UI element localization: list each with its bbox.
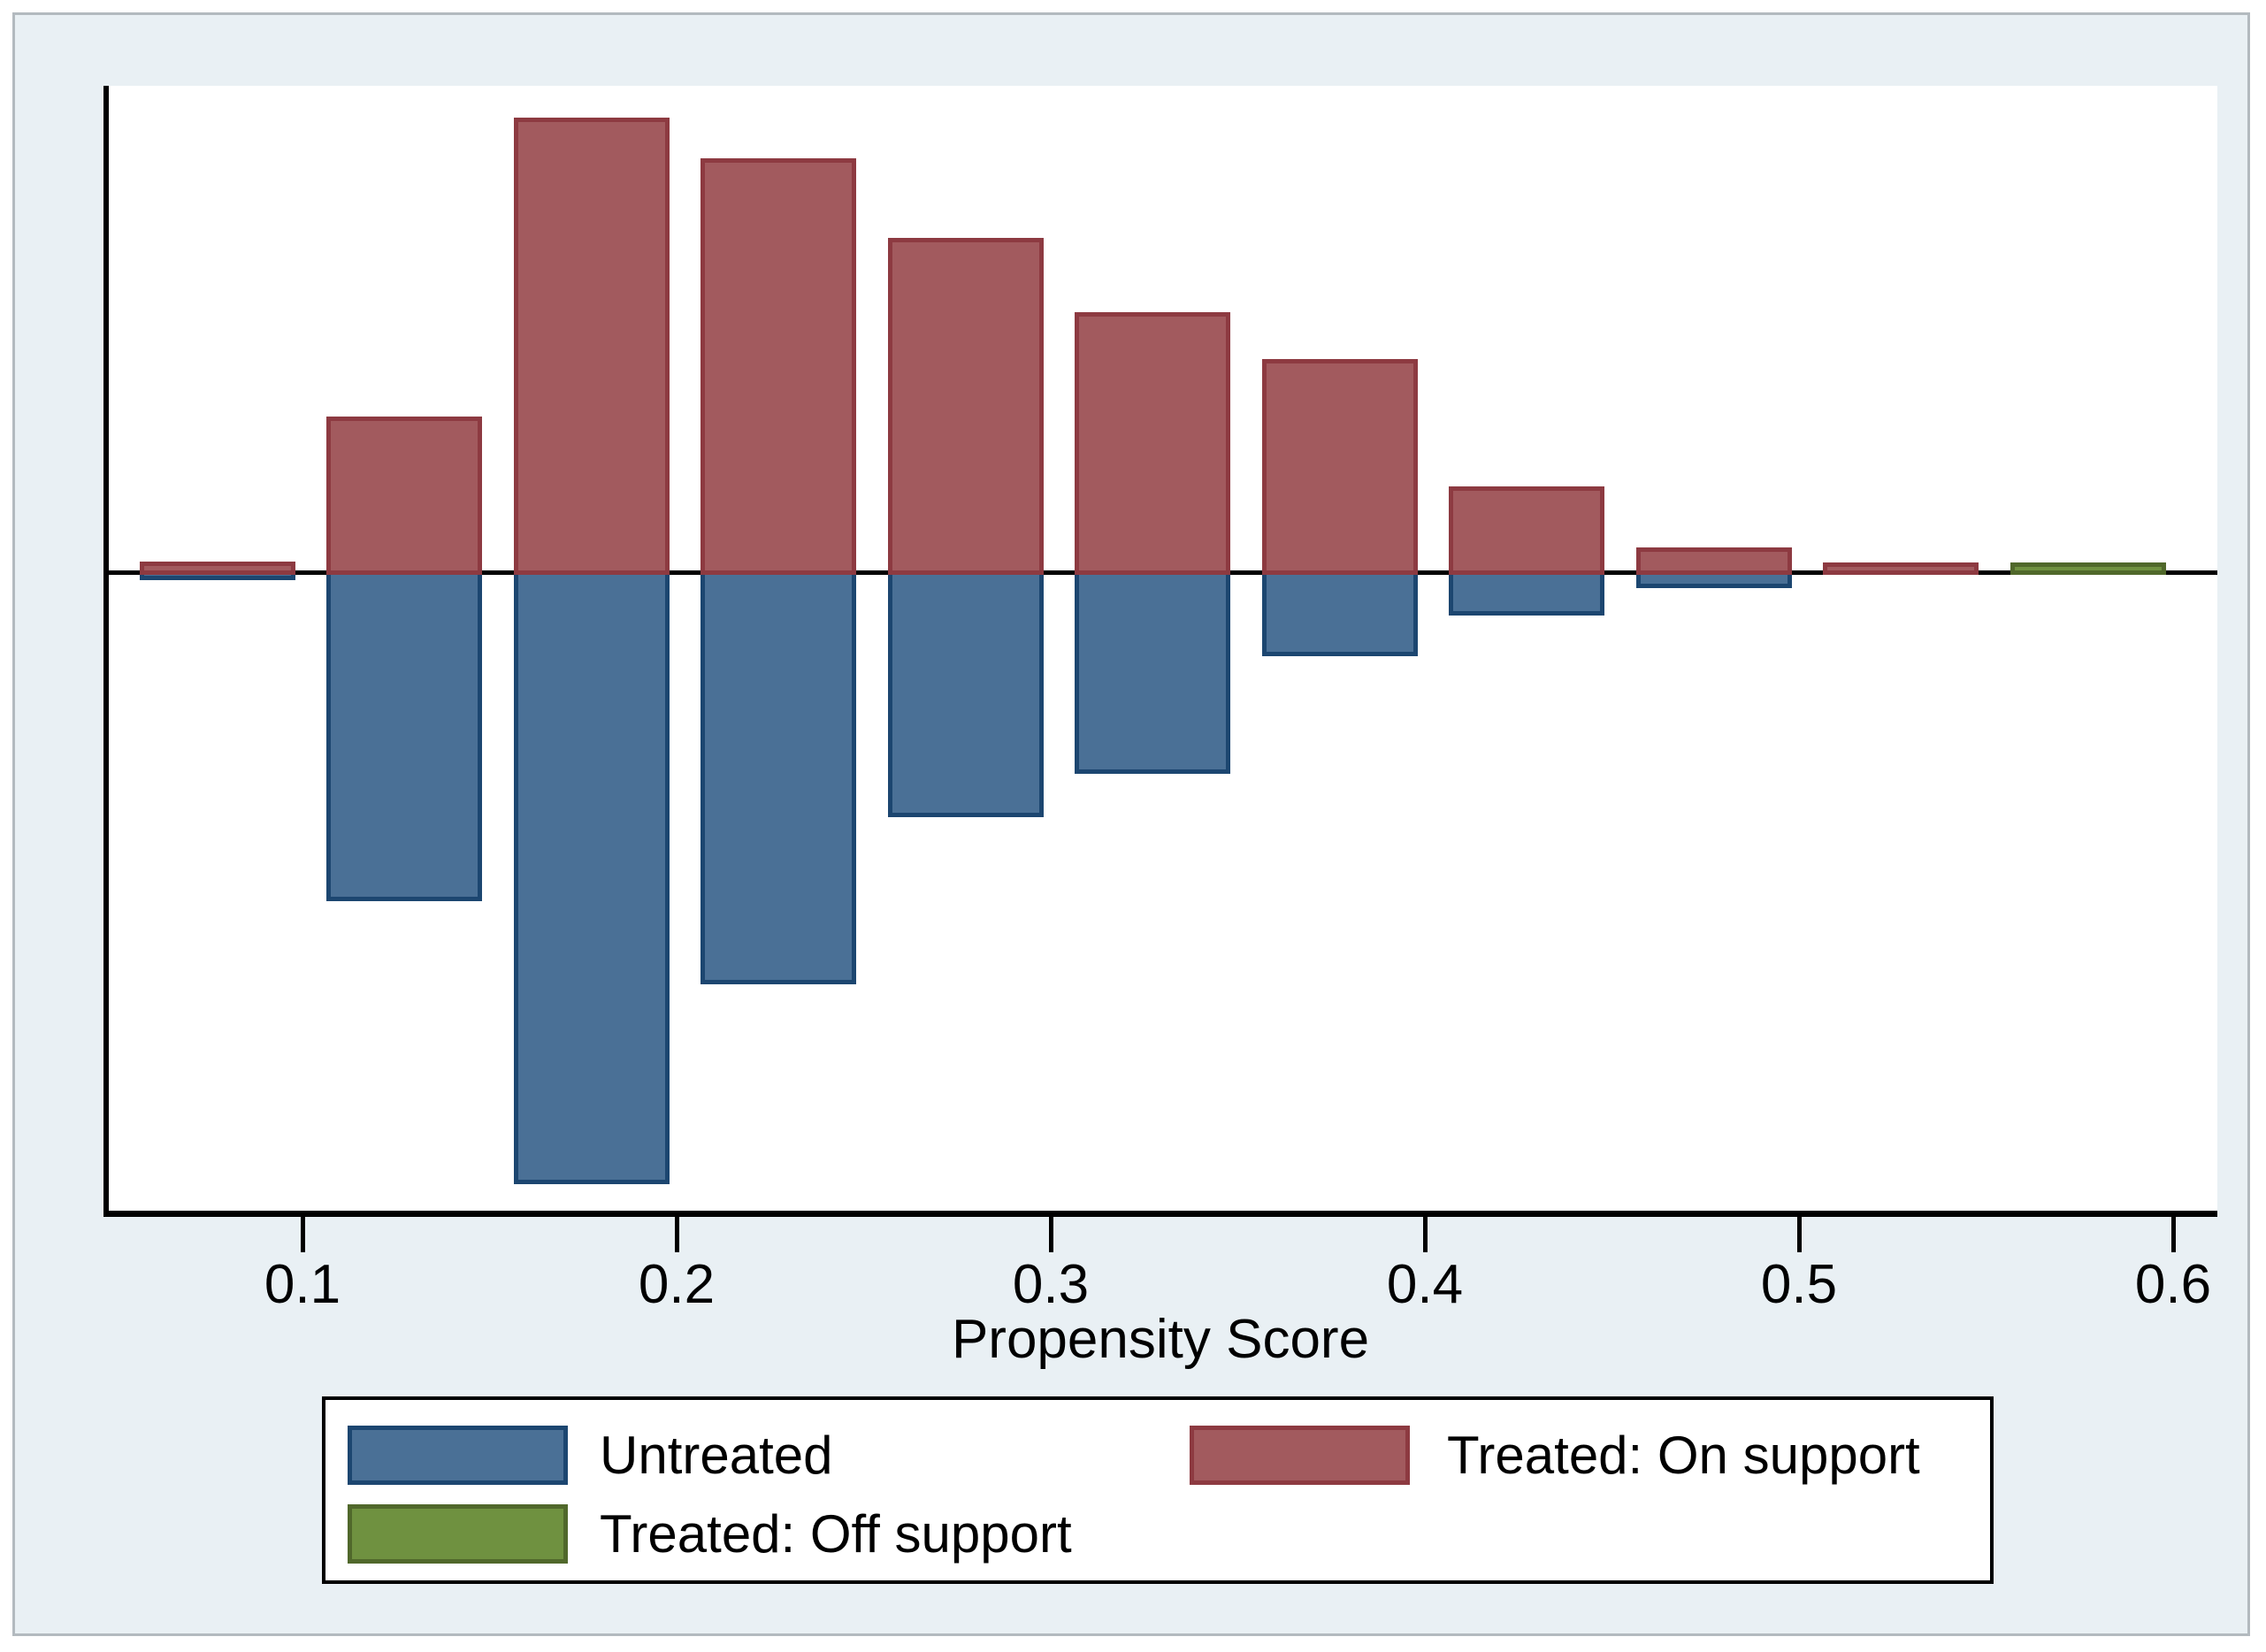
bar-treated-on-support-bin-1 xyxy=(326,417,482,575)
legend-label-untreated: Untreated xyxy=(600,1426,833,1485)
x-axis-title: Propensity Score xyxy=(951,1309,1370,1370)
legend-swatch-treated-on-support xyxy=(1190,1426,1410,1485)
bar-treated-on-support-bin-0 xyxy=(139,562,295,575)
legend-label-treated-off-support: Treated: Off support xyxy=(600,1504,1072,1564)
legend-label-treated-on-support: Treated: On support xyxy=(1447,1426,1920,1485)
x-axis-line xyxy=(103,1211,2217,1217)
bar-treated-on-support-bin-8 xyxy=(1635,547,1792,575)
bar-untreated-bin-2 xyxy=(513,570,670,1184)
y-axis-line xyxy=(103,86,109,1217)
legend-swatch-treated-off-support xyxy=(348,1504,568,1564)
x-tick-0.2 xyxy=(675,1217,679,1252)
legend-box: Untreated Treated: On support Treated: O… xyxy=(322,1396,1994,1584)
x-tick-label-0.4: 0.4 xyxy=(1386,1254,1464,1315)
plot-area xyxy=(103,86,2217,1217)
bar-treated-on-support-bin-7 xyxy=(1449,486,1604,575)
x-tick-0.6 xyxy=(2171,1217,2176,1252)
x-tick-label-0.6: 0.6 xyxy=(2134,1254,2212,1315)
x-tick-label-0.3: 0.3 xyxy=(1012,1254,1090,1315)
x-tick-label-0.2: 0.2 xyxy=(638,1254,716,1315)
bar-untreated-bin-3 xyxy=(700,570,856,984)
figure-background: 0.1 0.2 0.3 0.4 0.5 0.6 Propensity Score Untr… xyxy=(12,12,2250,1636)
legend-swatch-untreated xyxy=(348,1426,568,1485)
bar-untreated-bin-7 xyxy=(1449,570,1604,616)
x-tick-label-0.1: 0.1 xyxy=(264,1254,341,1315)
bar-treated-on-support-bin-3 xyxy=(700,158,856,575)
x-tick-label-0.5: 0.5 xyxy=(1760,1254,1838,1315)
bar-untreated-bin-1 xyxy=(326,570,482,901)
x-tick-0.4 xyxy=(1423,1217,1428,1252)
bar-treated-off-support-bin-10 xyxy=(2010,562,2166,575)
bar-untreated-bin-4 xyxy=(887,570,1044,817)
bar-treated-on-support-bin-6 xyxy=(1261,359,1418,575)
x-tick-0.5 xyxy=(1797,1217,1802,1252)
x-tick-0.3 xyxy=(1049,1217,1053,1252)
bar-treated-on-support-bin-2 xyxy=(513,118,670,575)
bar-untreated-bin-5 xyxy=(1075,570,1230,774)
bar-treated-on-support-bin-4 xyxy=(887,238,1044,575)
bar-treated-on-support-bin-9 xyxy=(1823,562,1979,575)
bar-untreated-bin-6 xyxy=(1261,570,1418,656)
bar-treated-on-support-bin-5 xyxy=(1075,312,1230,575)
x-tick-0.1 xyxy=(301,1217,305,1252)
